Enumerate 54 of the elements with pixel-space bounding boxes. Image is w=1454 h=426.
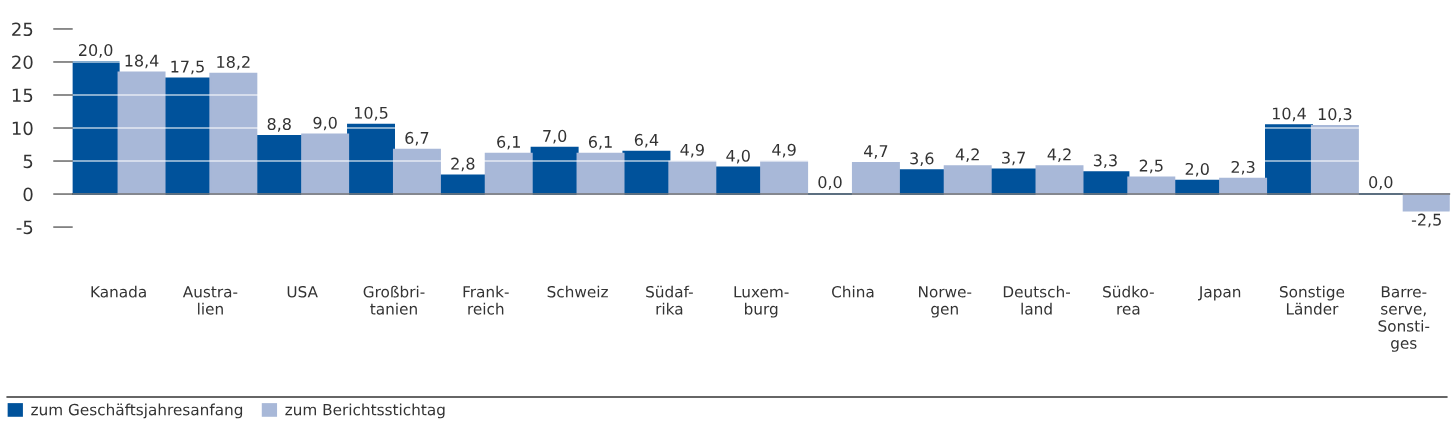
data-label: 9,0 [313, 116, 337, 131]
x-tick-label: Barre- serve, Sonsti- ges [1378, 286, 1430, 352]
y-tick-label: 5 [23, 154, 33, 169]
data-label: 2,3 [1231, 160, 1255, 175]
data-label: -2,5 [1411, 213, 1441, 228]
data-label: 6,7 [405, 131, 429, 146]
x-tick-label: China [832, 285, 874, 298]
data-label: 20,0 [79, 44, 113, 58]
data-label: 4,7 [863, 145, 888, 159]
data-label: 6,4 [634, 133, 659, 148]
data-label: 2,5 [1139, 159, 1163, 174]
y-tick-label: 20 [12, 55, 33, 70]
y-tick-label: -5 [16, 220, 33, 235]
data-label: 0,0 [818, 176, 842, 190]
x-tick-label: Großbri- tanien [363, 285, 425, 315]
legend-label: zum Geschäftsjahresanfang [31, 403, 243, 419]
x-tick-label: Südko- rea [1103, 285, 1154, 315]
data-label: 10,4 [1272, 107, 1306, 122]
x-tick-label: Norwe- gen [919, 286, 972, 318]
x-tick-label: Japan [1198, 286, 1241, 301]
data-label: 17,5 [171, 60, 204, 75]
data-label: 4,0 [726, 149, 750, 164]
data-label: 4,2 [955, 148, 979, 163]
y-tick-label: 10 [12, 121, 33, 136]
data-label: 4,9 [680, 143, 704, 158]
x-tick-label: Deutsch- land [1003, 285, 1071, 315]
y-tick-label: 25 [12, 22, 33, 37]
x-tick-label: Sonstige Länder [1279, 285, 1345, 315]
y-tick-label: 15 [12, 88, 33, 103]
x-tick-label: Schweiz [547, 285, 608, 298]
data-label: 0,0 [1369, 176, 1393, 190]
data-label: 6,1 [497, 135, 520, 150]
x-tick-label: Austra- lien [182, 286, 238, 315]
data-label: 3,7 [1002, 151, 1025, 166]
data-label: 3,3 [1093, 154, 1117, 169]
data-label: 4,9 [772, 143, 796, 158]
data-label: 8,8 [267, 117, 291, 132]
data-label: 10,3 [1318, 108, 1352, 122]
x-tick-label: Kanada [91, 285, 146, 298]
y-tick-label: 0 [23, 187, 33, 202]
x-tick-label: USA [287, 285, 318, 298]
data-label: 3,6 [910, 152, 934, 167]
data-label: 7,0 [543, 129, 567, 144]
data-label: 6,1 [588, 135, 612, 150]
data-label: 2,8 [451, 157, 475, 172]
data-label: 18,2 [217, 55, 250, 70]
data-label: 2,0 [1185, 162, 1209, 177]
x-tick-label: Frank- reich [463, 285, 509, 315]
legend-label: zum Berichtsstichtag [285, 403, 445, 419]
data-label: 18,4 [125, 54, 159, 69]
data-label: 10,5 [355, 106, 388, 121]
data-label: 4,2 [1047, 148, 1071, 163]
x-tick-label: Luxem- burg [734, 286, 789, 318]
x-tick-label: Südaf- rika [646, 285, 693, 315]
